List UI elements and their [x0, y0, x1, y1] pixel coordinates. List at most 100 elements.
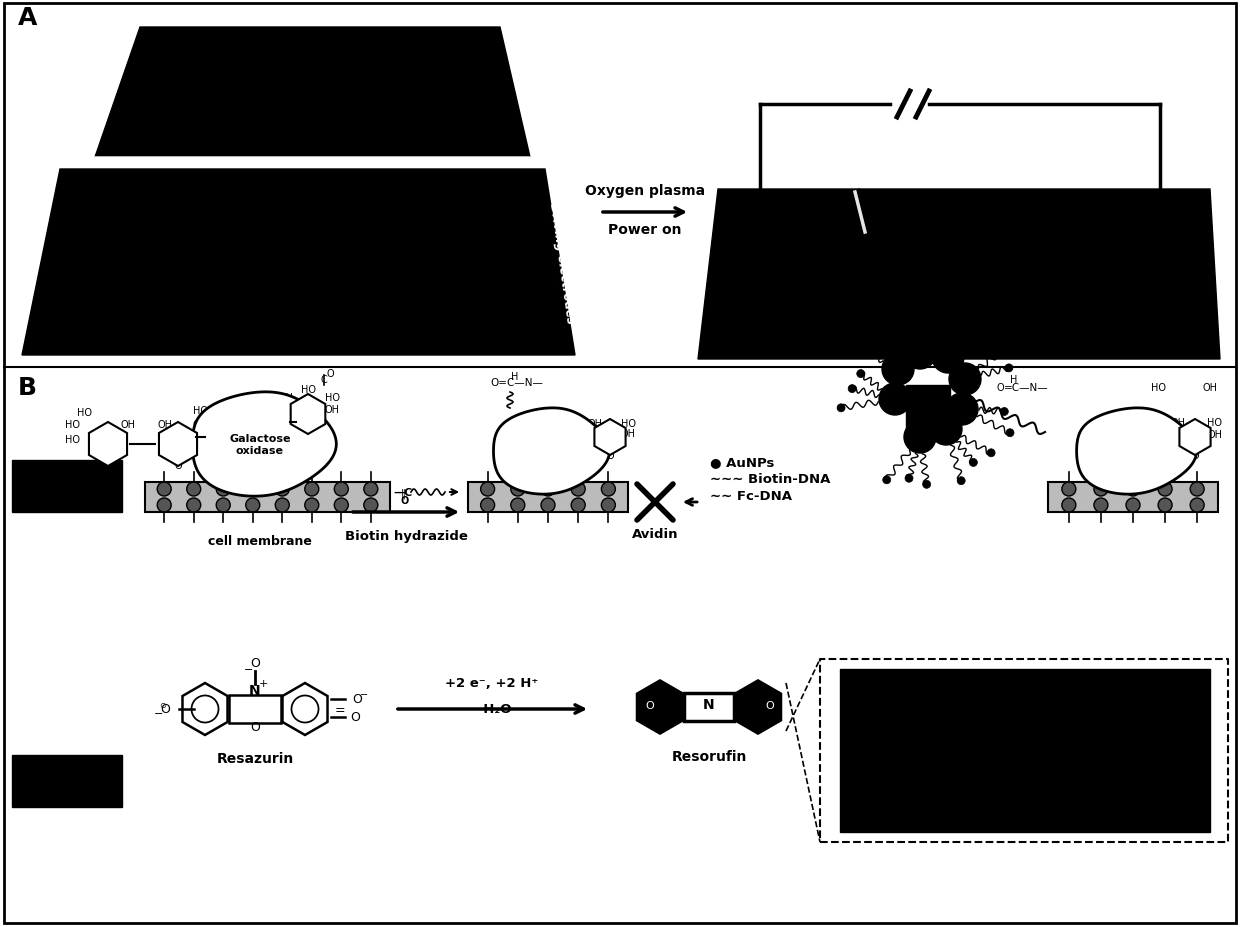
Circle shape [970, 459, 977, 467]
Text: Driving electrodes: Driving electrodes [547, 201, 577, 324]
Text: OH: OH [1171, 417, 1185, 427]
Text: O: O [250, 720, 260, 733]
Polygon shape [637, 681, 682, 733]
Circle shape [853, 343, 861, 351]
Text: O: O [104, 461, 112, 471]
Bar [467, 482, 627, 513]
Text: =C—N—: =C—N— [1004, 383, 1049, 392]
Text: H$_2$N: H$_2$N [367, 486, 392, 500]
Circle shape [335, 482, 348, 497]
Text: HO: HO [192, 406, 207, 415]
Text: ∼∼ Fc-DNA: ∼∼ Fc-DNA [711, 490, 792, 503]
Polygon shape [698, 190, 1220, 360]
Text: N: N [703, 697, 714, 711]
Text: Resazurin: Resazurin [216, 751, 294, 765]
Circle shape [157, 482, 171, 497]
Circle shape [541, 499, 556, 513]
Circle shape [216, 499, 231, 513]
Text: OH: OH [588, 419, 603, 428]
Text: N: N [249, 683, 260, 697]
Text: Resorufin: Resorufin [671, 749, 746, 763]
Circle shape [305, 499, 319, 513]
Circle shape [1006, 429, 1014, 438]
Text: Driving electrodes: Driving electrodes [15, 201, 45, 324]
Text: −: − [154, 708, 162, 718]
Text: B: B [19, 375, 37, 400]
Polygon shape [1179, 420, 1210, 455]
Text: O: O [401, 495, 409, 505]
Text: cell membrane: cell membrane [208, 535, 312, 548]
Text: O: O [326, 369, 334, 378]
Text: - H₂O: - H₂O [472, 703, 511, 716]
Circle shape [187, 482, 201, 497]
Text: OH: OH [120, 420, 135, 429]
Circle shape [1004, 364, 1013, 373]
Text: HO: HO [1208, 417, 1223, 427]
Circle shape [1061, 482, 1076, 497]
Text: +2 e⁻, +2 H⁺: +2 e⁻, +2 H⁺ [445, 677, 538, 690]
Text: HO: HO [325, 392, 340, 402]
Bar [145, 482, 391, 513]
Polygon shape [192, 392, 336, 497]
Circle shape [837, 404, 846, 413]
Polygon shape [684, 693, 734, 721]
Text: ● AuNPs: ● AuNPs [711, 456, 774, 469]
Text: OH: OH [192, 420, 207, 429]
Circle shape [904, 422, 936, 453]
Circle shape [864, 328, 873, 337]
Text: O: O [350, 711, 360, 724]
Text: Biotin hydrazide: Biotin hydrazide [345, 529, 467, 542]
Circle shape [572, 482, 585, 497]
Text: O: O [1192, 451, 1199, 461]
Polygon shape [182, 683, 227, 735]
Circle shape [541, 482, 556, 497]
Circle shape [1158, 499, 1172, 513]
Text: =: = [335, 704, 345, 717]
Text: H: H [511, 372, 518, 382]
Bar [906, 386, 950, 429]
Circle shape [1158, 482, 1172, 497]
Circle shape [879, 313, 888, 321]
Circle shape [946, 394, 978, 425]
Text: C: C [321, 375, 327, 385]
Text: −: − [360, 690, 368, 699]
Circle shape [363, 499, 378, 513]
Text: O: O [352, 692, 362, 705]
Polygon shape [1076, 409, 1197, 495]
Text: Galactose
oxidase: Galactose oxidase [229, 434, 290, 455]
Text: O: O [304, 429, 311, 439]
Text: OH: OH [279, 392, 294, 402]
Bar [12, 756, 122, 807]
Text: O: O [587, 445, 594, 454]
Text: ⊙: ⊙ [160, 701, 166, 710]
Polygon shape [95, 28, 529, 158]
Polygon shape [60, 158, 546, 166]
Text: O: O [996, 383, 1004, 392]
Circle shape [1126, 499, 1140, 513]
Text: O: O [606, 451, 614, 461]
Polygon shape [594, 420, 626, 455]
Circle shape [963, 306, 971, 313]
Text: Power on: Power on [609, 222, 682, 236]
Text: HO: HO [620, 419, 635, 428]
Circle shape [928, 305, 935, 313]
Bar [12, 461, 122, 513]
Text: OH: OH [1203, 383, 1218, 392]
Text: OH: OH [157, 420, 172, 429]
Polygon shape [89, 423, 126, 466]
Text: Avidin: Avidin [631, 527, 678, 540]
Polygon shape [735, 681, 780, 733]
Text: —C: —C [393, 488, 412, 498]
Text: ∼∼∼ Biotin-DNA: ∼∼∼ Biotin-DNA [711, 473, 831, 486]
Text: A: A [19, 6, 37, 30]
Text: HO: HO [64, 435, 79, 445]
Circle shape [1001, 408, 1008, 416]
Circle shape [481, 499, 495, 513]
Circle shape [363, 482, 378, 497]
Circle shape [905, 475, 913, 483]
Circle shape [246, 482, 259, 497]
Circle shape [987, 450, 996, 457]
Text: OH: OH [1208, 429, 1223, 439]
Circle shape [980, 318, 987, 326]
Circle shape [572, 499, 585, 513]
